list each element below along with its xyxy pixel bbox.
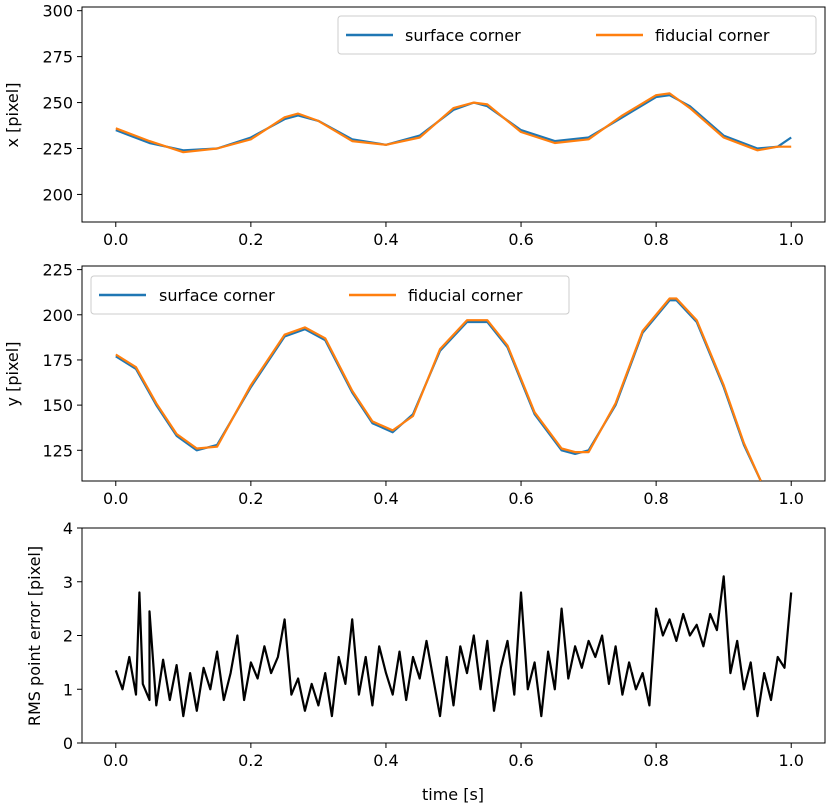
- y-tick-label: 200: [42, 185, 73, 204]
- y-tick-label: 1: [63, 680, 73, 699]
- x-tick-label: 0.2: [238, 489, 263, 508]
- y-panel-legend: surface corner fiducial corner: [90, 275, 570, 315]
- x-position-panel: x [pixel] 0.0 0.2 0.4 0.6 0.8 1.0 200 225 250 275…: [3, 2, 826, 249]
- y-tick-label: 3: [63, 573, 73, 592]
- y-tick-label: 300: [42, 2, 73, 21]
- y-panel-series: [115, 297, 762, 481]
- legend-label-fiducial: fiducial corner: [408, 286, 523, 305]
- legend-label-fiducial: fiducial corner: [655, 26, 770, 45]
- rms-panel-ticks: 0.0 0.2 0.4 0.6 0.8 1.0 0 1 2 3 4: [63, 519, 804, 770]
- y-tick-label: 4: [63, 519, 73, 538]
- y-tick-label: 0: [63, 734, 73, 753]
- x-tick-label: 0.2: [238, 751, 263, 770]
- rms-panel-ylabel: RMS point error [pixel]: [25, 546, 44, 726]
- x-tick-label: 0.8: [643, 751, 668, 770]
- x-tick-label: 1.0: [779, 751, 804, 770]
- legend-label-surface: surface corner: [405, 26, 521, 45]
- x-tick-label: 0.6: [508, 751, 533, 770]
- x-tick-label: 1.0: [779, 489, 804, 508]
- legend-label-surface: surface corner: [159, 286, 275, 305]
- y-tick-label: 150: [42, 396, 73, 415]
- y-panel-ylabel: y [pixel]: [3, 342, 22, 407]
- y-tick-label: 175: [42, 351, 73, 370]
- y-tick-label: 225: [42, 139, 73, 158]
- y-panel-axes-frame: [81, 265, 826, 482]
- x-tick-label: 0.2: [238, 230, 263, 249]
- x-tick-label: 0.6: [508, 230, 533, 249]
- series-line-surface-corner: [115, 299, 762, 481]
- rms-error-panel: RMS point error [pixel] 0.0 0.2 0.4 0.6 0.8 1…: [25, 519, 826, 804]
- y-tick-label: 275: [42, 48, 73, 67]
- x-tick-label: 0.6: [508, 489, 533, 508]
- x-tick-label: 0.0: [103, 489, 128, 508]
- y-tick-label: 225: [42, 261, 73, 280]
- series-line-RMS-point-error: [114, 575, 793, 718]
- x-panel-series: [115, 92, 792, 154]
- x-panel-ylabel: x [pixel]: [3, 83, 22, 148]
- x-tick-label: 0.4: [373, 489, 398, 508]
- x-panel-axes-frame: [81, 6, 826, 223]
- x-tick-label: 0.4: [373, 751, 398, 770]
- x-tick-label: 1.0: [779, 230, 804, 249]
- x-tick-label: 0.8: [643, 230, 668, 249]
- x-tick-label: 0.8: [643, 489, 668, 508]
- rms-panel-xlabel: time [s]: [422, 785, 484, 804]
- y-position-panel: y [pixel] 0.0 0.2 0.4 0.6 0.8 1.0 125 150 175 200…: [3, 261, 826, 508]
- series-line-surface-corner: [115, 94, 792, 152]
- rms-panel-series: [114, 575, 793, 718]
- x-tick-label: 0.0: [103, 230, 128, 249]
- series-line-fiducial-corner: [115, 92, 792, 154]
- x-panel-legend: surface corner fiducial corner: [337, 15, 817, 55]
- x-tick-label: 0.0: [103, 751, 128, 770]
- rms-panel-axes-frame: [81, 527, 826, 744]
- y-tick-label: 125: [42, 441, 73, 460]
- y-panel-ticks: 0.0 0.2 0.4 0.6 0.8 1.0 125 150 175 200 225: [42, 261, 804, 508]
- y-tick-label: 200: [42, 306, 73, 325]
- x-tick-label: 0.4: [373, 230, 398, 249]
- x-panel-ticks: 0.0 0.2 0.4 0.6 0.8 1.0 200 225 250 275 300: [42, 2, 804, 249]
- y-tick-label: 2: [63, 627, 73, 646]
- legend-box: [337, 15, 817, 55]
- series-line-fiducial-corner: [115, 297, 762, 481]
- y-tick-label: 250: [42, 94, 73, 113]
- legend-box: [90, 275, 570, 315]
